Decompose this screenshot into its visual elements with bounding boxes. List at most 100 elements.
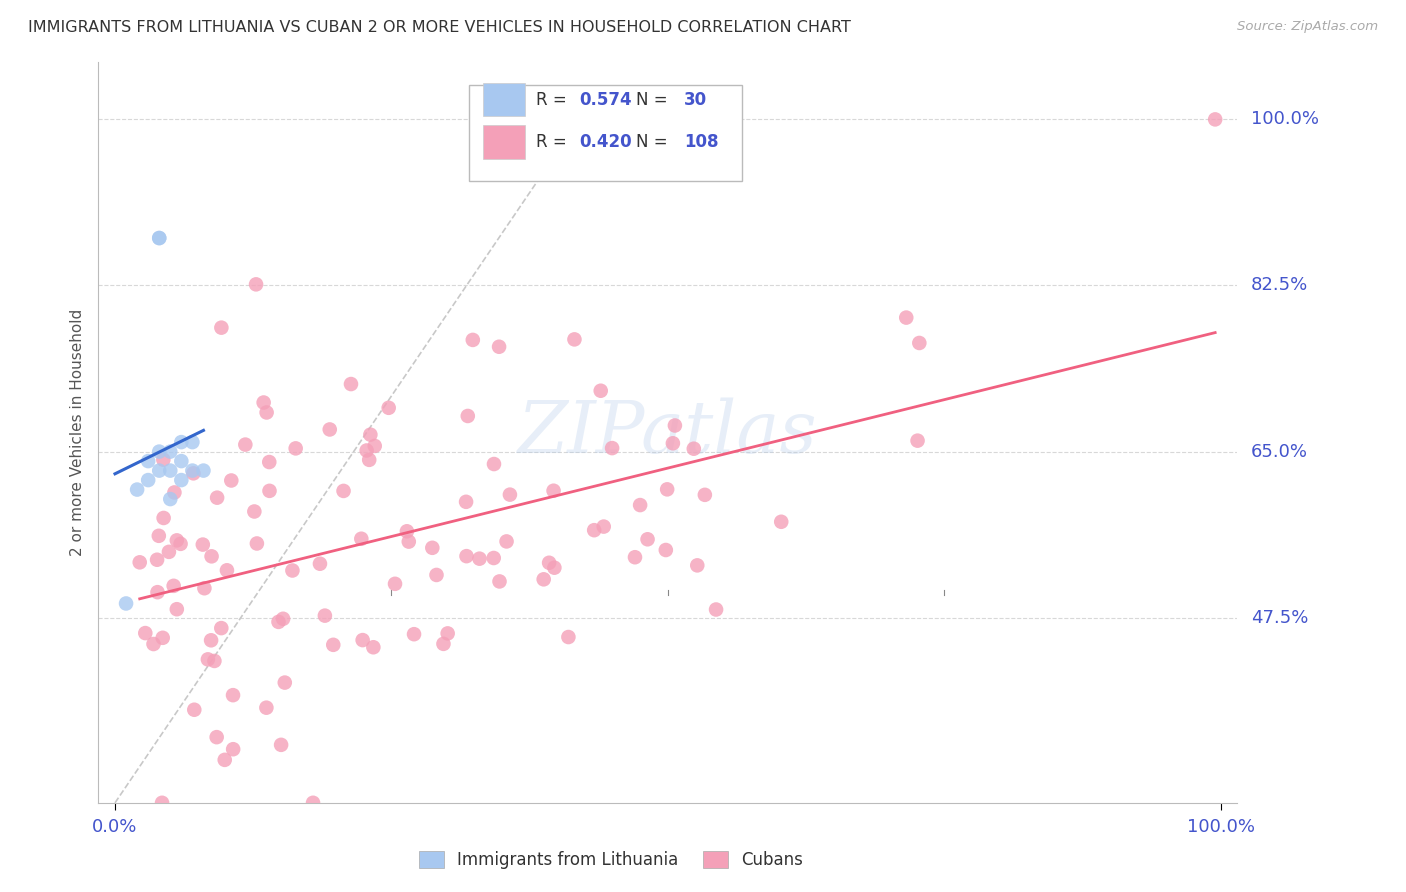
Point bbox=[221, 474, 243, 488]
Point bbox=[215, 563, 238, 577]
Point bbox=[146, 553, 169, 567]
Point bbox=[148, 231, 170, 245]
Point bbox=[152, 452, 174, 467]
Point bbox=[655, 543, 678, 558]
Point bbox=[538, 556, 561, 570]
Text: N =: N = bbox=[637, 133, 673, 151]
Point bbox=[457, 409, 479, 423]
Point bbox=[350, 532, 373, 546]
Point bbox=[682, 442, 704, 456]
Point bbox=[302, 796, 325, 810]
Point bbox=[243, 504, 266, 518]
Text: R =: R = bbox=[536, 133, 572, 151]
Point bbox=[589, 384, 612, 398]
Text: 47.5%: 47.5% bbox=[1251, 608, 1309, 627]
Point bbox=[384, 577, 406, 591]
Point bbox=[197, 652, 219, 666]
Point bbox=[170, 454, 193, 468]
Point bbox=[420, 541, 443, 555]
Point bbox=[148, 529, 170, 543]
Point bbox=[163, 485, 186, 500]
Point bbox=[402, 627, 425, 641]
Text: 30: 30 bbox=[685, 91, 707, 109]
Point bbox=[624, 550, 647, 565]
Point bbox=[495, 534, 517, 549]
Point bbox=[128, 555, 150, 569]
Point bbox=[359, 427, 381, 442]
Text: ZIPatlas: ZIPatlas bbox=[517, 397, 818, 468]
Text: 65.0%: 65.0% bbox=[1251, 442, 1308, 460]
Point bbox=[432, 637, 454, 651]
Point bbox=[202, 654, 225, 668]
Point bbox=[1204, 112, 1226, 127]
Point bbox=[134, 626, 156, 640]
Point bbox=[170, 435, 193, 450]
Text: IMMIGRANTS FROM LITHUANIA VS CUBAN 2 OR MORE VEHICLES IN HOUSEHOLD CORRELATION C: IMMIGRANTS FROM LITHUANIA VS CUBAN 2 OR … bbox=[28, 20, 851, 35]
Point bbox=[314, 608, 336, 623]
Point bbox=[456, 549, 478, 563]
Point bbox=[686, 558, 709, 573]
Point bbox=[488, 340, 510, 354]
Point bbox=[183, 467, 205, 481]
Point bbox=[146, 585, 169, 599]
Point bbox=[907, 434, 929, 448]
Point bbox=[115, 597, 138, 611]
Point bbox=[436, 626, 458, 640]
Point bbox=[159, 491, 181, 506]
Point bbox=[896, 310, 918, 325]
Point bbox=[148, 231, 170, 245]
Point bbox=[148, 464, 170, 478]
FancyBboxPatch shape bbox=[484, 126, 524, 159]
Legend: Immigrants from Lithuania, Cubans: Immigrants from Lithuania, Cubans bbox=[412, 845, 810, 876]
Point bbox=[159, 464, 181, 478]
Point bbox=[664, 418, 686, 433]
Point bbox=[600, 441, 623, 455]
Point bbox=[166, 602, 188, 616]
Point bbox=[564, 332, 586, 346]
Point bbox=[592, 519, 614, 533]
Point bbox=[191, 538, 214, 552]
Point bbox=[253, 395, 276, 409]
Point bbox=[908, 335, 931, 350]
Point bbox=[543, 560, 565, 574]
Point bbox=[205, 730, 228, 744]
Point bbox=[557, 630, 579, 644]
FancyBboxPatch shape bbox=[484, 83, 524, 117]
Point bbox=[193, 464, 215, 478]
Point bbox=[159, 444, 181, 458]
FancyBboxPatch shape bbox=[468, 85, 742, 181]
Point bbox=[377, 401, 399, 415]
Point bbox=[209, 621, 232, 635]
Point bbox=[166, 533, 188, 548]
Point bbox=[454, 495, 477, 509]
Text: 82.5%: 82.5% bbox=[1251, 277, 1309, 294]
Point bbox=[583, 523, 606, 537]
Point bbox=[319, 422, 342, 436]
Point bbox=[200, 633, 222, 648]
Point bbox=[637, 533, 659, 547]
Point bbox=[150, 796, 173, 810]
Point bbox=[127, 483, 149, 497]
Point bbox=[770, 515, 793, 529]
Point bbox=[628, 498, 651, 512]
Point bbox=[152, 631, 174, 645]
Y-axis label: 2 or more Vehicles in Household: 2 or more Vehicles in Household bbox=[69, 309, 84, 557]
Point bbox=[309, 557, 332, 571]
Point bbox=[340, 377, 363, 392]
Point bbox=[543, 483, 565, 498]
Point bbox=[468, 551, 491, 566]
Point bbox=[271, 612, 294, 626]
Point bbox=[209, 320, 232, 334]
Point bbox=[482, 457, 505, 471]
Point bbox=[322, 638, 344, 652]
Text: N =: N = bbox=[637, 91, 673, 109]
Point bbox=[152, 511, 174, 525]
Point bbox=[205, 491, 228, 505]
Text: 0.420: 0.420 bbox=[579, 133, 631, 151]
Point bbox=[233, 437, 256, 451]
Text: Source: ZipAtlas.com: Source: ZipAtlas.com bbox=[1237, 20, 1378, 33]
Point bbox=[183, 703, 205, 717]
Point bbox=[254, 700, 277, 714]
Point bbox=[136, 454, 159, 468]
Point bbox=[270, 738, 292, 752]
